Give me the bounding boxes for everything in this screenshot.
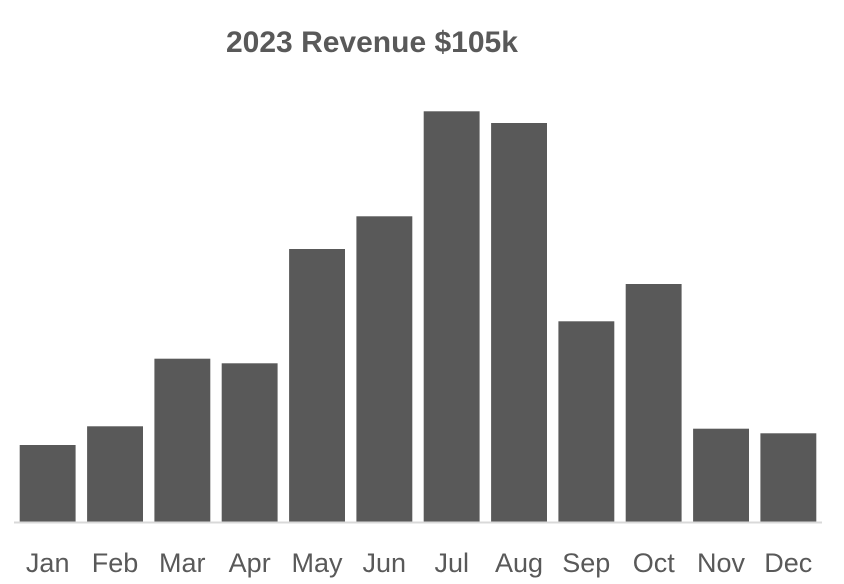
chart-title: 2023 Revenue $105k	[226, 26, 518, 59]
bar-may	[289, 249, 345, 522]
x-tick-label-jun: Jun	[363, 548, 407, 578]
x-tick-label-jan: Jan	[26, 548, 70, 578]
x-tick-label-oct: Oct	[633, 548, 676, 578]
bar-oct	[625, 284, 682, 522]
bar-mar	[154, 358, 211, 522]
bar-dec	[760, 433, 817, 522]
bar-jul	[423, 111, 480, 523]
x-tick-label-aug: Aug	[495, 548, 543, 578]
bar-jan	[19, 445, 76, 522]
x-tick-label-feb: Feb	[92, 548, 139, 578]
bar-nov	[693, 428, 749, 522]
bar-apr	[221, 363, 278, 522]
x-tick-label-mar: Mar	[159, 548, 206, 578]
bar-sep	[558, 321, 615, 522]
bar-aug	[491, 123, 547, 522]
bar-jun	[356, 216, 413, 523]
x-tick-label-dec: Dec	[764, 548, 812, 578]
x-tick-label-jul: Jul	[434, 548, 469, 578]
x-tick-label-sep: Sep	[562, 548, 610, 578]
x-tick-labels: Jan Feb Mar Apr May Jun Jul Aug Sep Oct Nov Dec	[26, 548, 812, 578]
x-tick-label-may: May	[291, 548, 343, 578]
bars-group	[19, 111, 817, 523]
x-tick-label-apr: Apr	[229, 548, 271, 578]
bar-feb	[87, 426, 143, 522]
x-tick-label-nov: Nov	[697, 548, 746, 578]
